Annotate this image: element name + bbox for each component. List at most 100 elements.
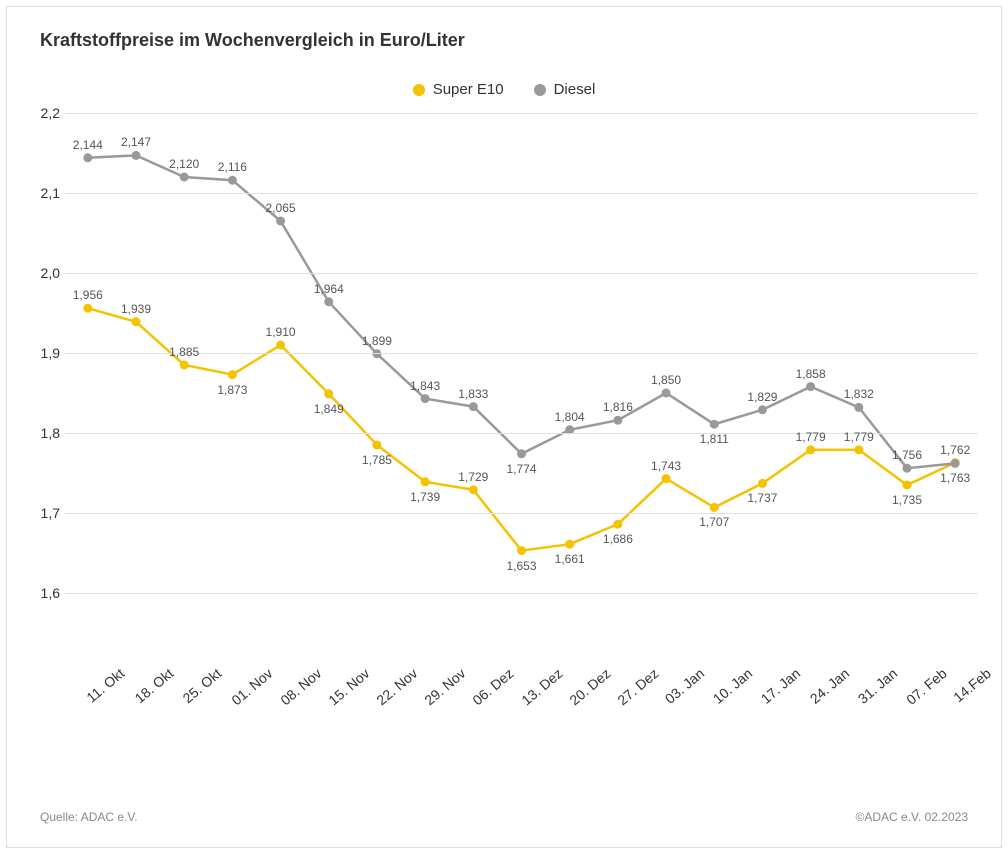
data-marker [662, 474, 671, 483]
data-label: 2,065 [266, 201, 296, 215]
x-tick-label: 10. Jan [710, 665, 755, 707]
x-tick-label: 25. Okt [180, 665, 225, 706]
x-tick-label: 14.Feb [950, 665, 994, 705]
data-label: 2,120 [169, 157, 199, 171]
data-label: 2,116 [218, 160, 247, 174]
data-marker [710, 420, 719, 429]
data-label: 1,729 [458, 470, 488, 484]
y-tick-label: 2,0 [20, 265, 60, 281]
data-label: 1,816 [603, 400, 633, 414]
data-label: 1,829 [747, 390, 777, 404]
data-marker [324, 389, 333, 398]
data-label: 1,833 [458, 387, 488, 401]
y-axis: 1,61,71,81,92,02,12,2 [20, 113, 60, 633]
y-tick-label: 1,7 [20, 505, 60, 521]
data-marker [902, 481, 911, 490]
legend-marker [534, 84, 546, 96]
data-label: 1,843 [410, 379, 440, 393]
data-label: 1,832 [844, 387, 874, 401]
chart-container: Kraftstoffpreise im Wochenvergleich in E… [0, 0, 1008, 854]
data-marker [132, 317, 141, 326]
source-text: Quelle: ADAC e.V. [40, 810, 138, 824]
data-label: 1,873 [217, 383, 247, 397]
gridline [65, 193, 978, 194]
x-tick-label: 18. Okt [132, 665, 177, 706]
data-label: 1,774 [506, 462, 536, 476]
data-marker [228, 176, 237, 185]
data-marker [228, 370, 237, 379]
data-marker [613, 416, 622, 425]
copyright-text: ©ADAC e.V. 02.2023 [856, 810, 968, 824]
data-label: 2,147 [121, 135, 151, 149]
y-tick-label: 1,9 [20, 345, 60, 361]
legend: Super E10 Diesel [10, 81, 998, 98]
y-tick-label: 2,1 [20, 185, 60, 201]
x-tick-label: 29. Nov [421, 665, 468, 708]
data-label: 1,779 [844, 430, 874, 444]
data-label: 1,850 [651, 373, 681, 387]
data-marker [951, 459, 960, 468]
data-label: 1,811 [700, 432, 729, 446]
data-label: 1,899 [362, 334, 392, 348]
gridline [65, 433, 978, 434]
data-label: 1,737 [747, 491, 777, 505]
x-tick-label: 27. Dez [614, 665, 661, 708]
data-marker [710, 503, 719, 512]
gridline [65, 113, 978, 114]
data-label: 1,756 [892, 448, 922, 462]
legend-label: Diesel [554, 81, 596, 98]
data-label: 1,762 [940, 443, 970, 457]
data-marker [758, 479, 767, 488]
data-marker [421, 394, 430, 403]
data-marker [180, 173, 189, 182]
data-label: 1,939 [121, 302, 151, 316]
data-label: 1,739 [410, 490, 440, 504]
chart-title: Kraftstoffpreise im Wochenvergleich in E… [40, 30, 998, 51]
data-marker [517, 449, 526, 458]
data-marker [180, 361, 189, 370]
legend-item: Diesel [534, 81, 596, 98]
data-label: 1,763 [940, 471, 970, 485]
data-marker [324, 297, 333, 306]
data-label: 1,910 [266, 325, 296, 339]
data-label: 1,964 [314, 282, 344, 296]
x-tick-label: 31. Jan [855, 665, 900, 707]
data-label: 1,956 [73, 288, 103, 302]
x-tick-label: 24. Jan [806, 665, 851, 707]
data-marker [421, 477, 430, 486]
gridline [65, 273, 978, 274]
data-label: 1,804 [555, 410, 585, 424]
x-tick-label: 13. Dez [518, 665, 565, 708]
data-marker [276, 341, 285, 350]
data-label: 2,144 [73, 138, 103, 152]
data-marker [565, 540, 574, 549]
data-label: 1,743 [651, 459, 681, 473]
data-label: 1,707 [699, 515, 729, 529]
data-label: 1,785 [362, 453, 392, 467]
x-tick-label: 11. Okt [83, 665, 127, 706]
series-line [88, 155, 955, 468]
gridline [65, 593, 978, 594]
data-marker [806, 382, 815, 391]
data-label: 1,661 [555, 552, 585, 566]
data-marker [469, 485, 478, 494]
data-marker [613, 520, 622, 529]
data-marker [902, 464, 911, 473]
data-marker [758, 405, 767, 414]
legend-marker [413, 84, 425, 96]
plot-area: 1,956 1,939 1,885 1,873 1,910 1,849 1,785 1,739… [65, 113, 978, 633]
x-tick-label: 20. Dez [566, 665, 613, 708]
data-label: 1,653 [506, 559, 536, 573]
legend-item: Super E10 [413, 81, 504, 98]
data-label: 1,735 [892, 493, 922, 507]
data-label: 1,858 [796, 367, 826, 381]
y-tick-label: 1,8 [20, 425, 60, 441]
data-label: 1,849 [314, 402, 344, 416]
x-tick-label: 01. Nov [229, 665, 276, 708]
data-marker [854, 445, 863, 454]
chart-area: 1,61,71,81,92,02,12,2 1,9561,9391,8851,8… [65, 113, 978, 633]
y-tick-label: 1,6 [20, 585, 60, 601]
x-tick-label: 17. Jan [758, 665, 803, 707]
data-label: 1,885 [169, 345, 199, 359]
legend-label: Super E10 [433, 81, 504, 98]
